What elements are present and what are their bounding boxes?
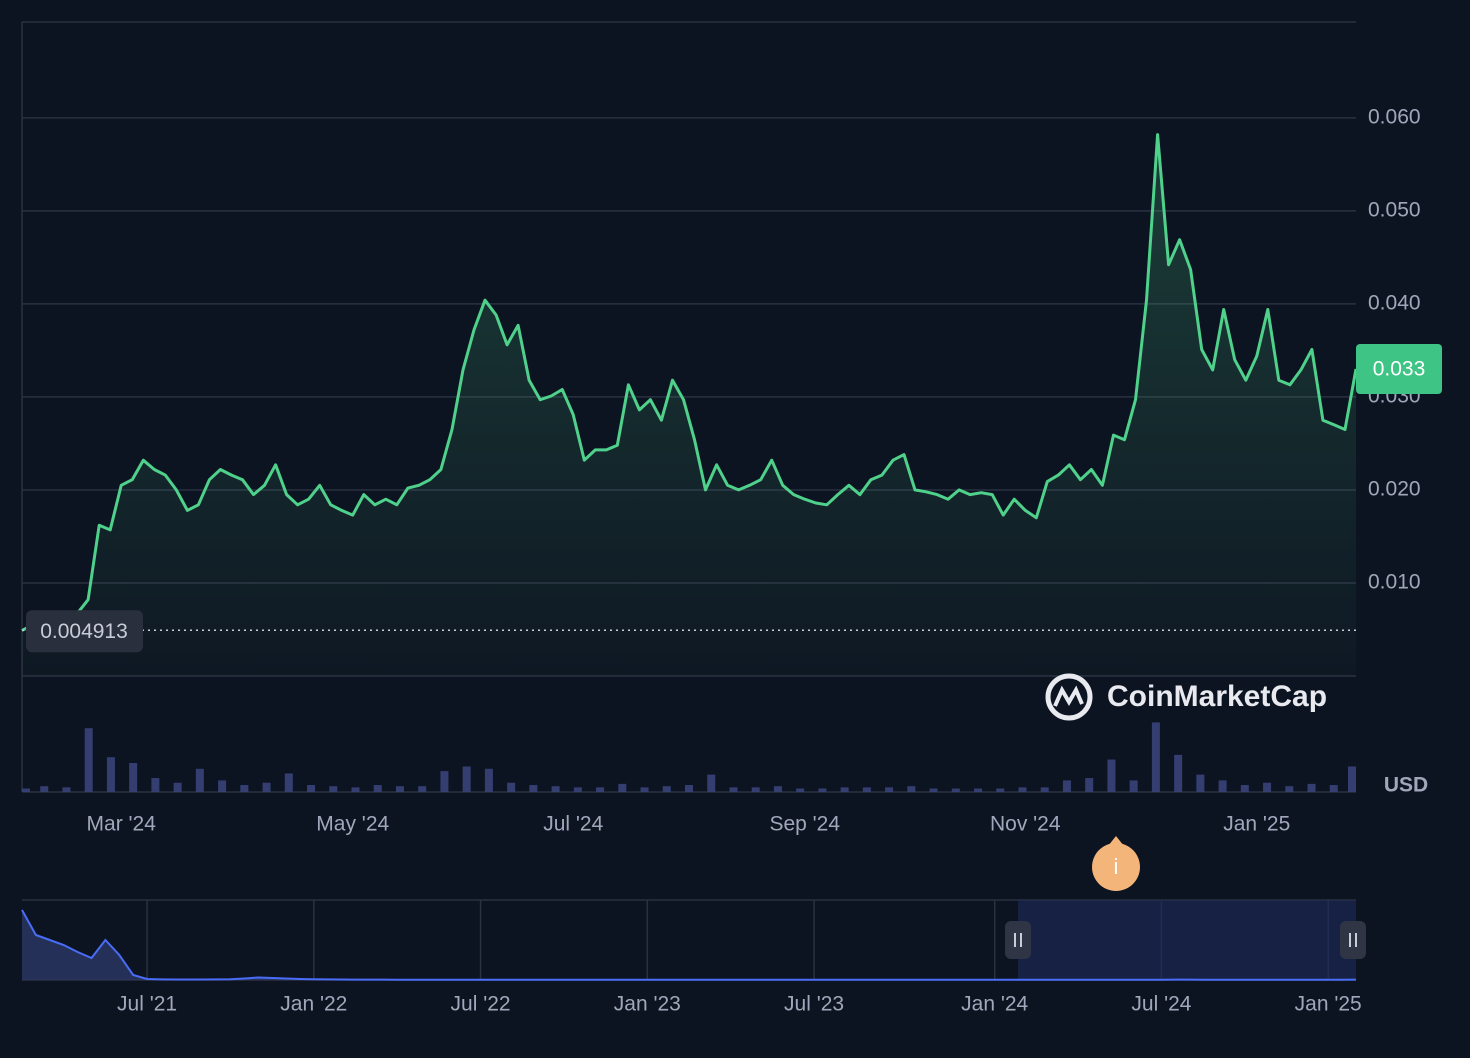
- volume-bar: [440, 771, 449, 792]
- volume-bar: [751, 787, 760, 792]
- volume-bar: [862, 787, 871, 792]
- x-tick-label: Jan '25: [1223, 813, 1290, 836]
- volume-bar: [729, 787, 738, 792]
- volume-bar: [974, 788, 983, 792]
- volume-bar: [307, 785, 316, 792]
- x-tick-label: May '24: [316, 813, 389, 836]
- volume-bar: [640, 787, 649, 792]
- volume-bar: [818, 788, 827, 792]
- y-tick-label: 0.040: [1368, 291, 1421, 314]
- volume-bar: [1218, 780, 1227, 792]
- volume-bar: [707, 774, 716, 792]
- volume-bar: [1348, 766, 1356, 792]
- volume-bar: [106, 757, 115, 792]
- x-tick-label: Sep '24: [769, 813, 840, 836]
- x-tick-label: Mar '24: [87, 813, 157, 836]
- volume-bar: [173, 782, 182, 792]
- nav-line: [21, 909, 1357, 981]
- nav-tick-label: Jul '22: [451, 993, 511, 1016]
- x-tick-label: Nov '24: [990, 813, 1061, 836]
- volume-bar: [1085, 778, 1094, 792]
- volume-bar: [40, 786, 49, 792]
- volume-bar: [507, 782, 516, 792]
- y-tick-label: 0.060: [1368, 105, 1421, 128]
- current-price-label: 0.033: [1373, 358, 1426, 381]
- volume-bar: [1062, 780, 1071, 792]
- nav-handle[interactable]: [1340, 921, 1366, 959]
- price-area: [22, 134, 1356, 677]
- volume-bar: [329, 786, 338, 792]
- navigator: Jul '21 Jan '22 Jul '22 Jan '23 Jul '23 Jan '…: [21, 900, 1366, 1016]
- volume-bar: [1240, 785, 1249, 792]
- volume-bar: [1040, 787, 1049, 792]
- nav-tick-label: Jul '24: [1131, 993, 1191, 1016]
- volume-bar: [418, 786, 427, 792]
- volume-bar: [195, 768, 204, 792]
- volume-bar: [1129, 780, 1138, 792]
- nav-tick-label: Jan '23: [614, 993, 681, 1016]
- nav-tick-label: Jan '24: [961, 993, 1028, 1016]
- volume-bar: [929, 788, 938, 792]
- y-tick-label: 0.010: [1368, 571, 1421, 594]
- volume-bar: [596, 787, 605, 792]
- volume-bar: [1307, 783, 1316, 792]
- volume-bar: [218, 780, 227, 792]
- volume-bar: [151, 778, 160, 792]
- volume-bar: [1018, 787, 1027, 792]
- volume-bar: [462, 766, 471, 792]
- volume-bar: [551, 786, 560, 792]
- volume-bar: [1285, 786, 1294, 792]
- y-tick-label: 0.050: [1368, 198, 1421, 221]
- logo: CoinMarketCap: [1045, 673, 1327, 721]
- volume-bar: [618, 783, 627, 792]
- volume-bar: [1107, 759, 1116, 792]
- volume-bar: [951, 788, 960, 792]
- nav-selection[interactable]: [1018, 900, 1356, 980]
- svg-text:i: i: [1114, 854, 1119, 879]
- volume-bar: [373, 785, 382, 792]
- volume-bar: [1174, 754, 1183, 792]
- start-price-label: 0.004913: [40, 620, 128, 643]
- nav-tick-label: Jul '23: [784, 993, 844, 1016]
- volume-bar: [84, 728, 93, 792]
- nav-tick-label: Jan '22: [280, 993, 347, 1016]
- y-tick-label: 0.020: [1368, 477, 1421, 500]
- volume-bar: [773, 786, 782, 792]
- start-price-box: [26, 610, 143, 653]
- volume-bar: [907, 786, 916, 792]
- volume-bar: [529, 785, 538, 792]
- volume-bar: [885, 787, 894, 792]
- volume-bar: [573, 787, 582, 792]
- volume-bar: [262, 782, 271, 792]
- nav-handle[interactable]: [1005, 921, 1031, 959]
- volume-bar: [129, 763, 138, 792]
- volume-bar: [240, 785, 249, 792]
- volume-bar: [484, 768, 493, 792]
- volume-bar: [1151, 722, 1160, 792]
- volume-bar: [1263, 782, 1272, 792]
- watermark: CoinMarketCap: [1107, 680, 1327, 713]
- nav-tick-label: Jan '25: [1295, 993, 1362, 1016]
- volume-bar: [840, 787, 849, 792]
- volume-bar: [996, 788, 1005, 792]
- volume-bar: [662, 786, 671, 792]
- currency-label: USD: [1384, 774, 1428, 797]
- info-badge[interactable]: i: [1092, 836, 1140, 891]
- price-line: [21, 133, 1358, 632]
- volume-bar: [62, 787, 71, 792]
- volume-bar: [685, 785, 693, 792]
- volume-bar: [395, 786, 404, 792]
- volume-bar: [1196, 774, 1205, 792]
- nav-tick-label: Jul '21: [117, 993, 177, 1016]
- volume-bar: [351, 787, 360, 792]
- current-price-box: [1356, 344, 1442, 395]
- volume-bar: [284, 773, 293, 792]
- volume-bar: [22, 788, 30, 792]
- x-tick-label: Jul '24: [543, 813, 603, 836]
- volume-bar: [796, 788, 805, 792]
- volume-bar: [1329, 785, 1338, 792]
